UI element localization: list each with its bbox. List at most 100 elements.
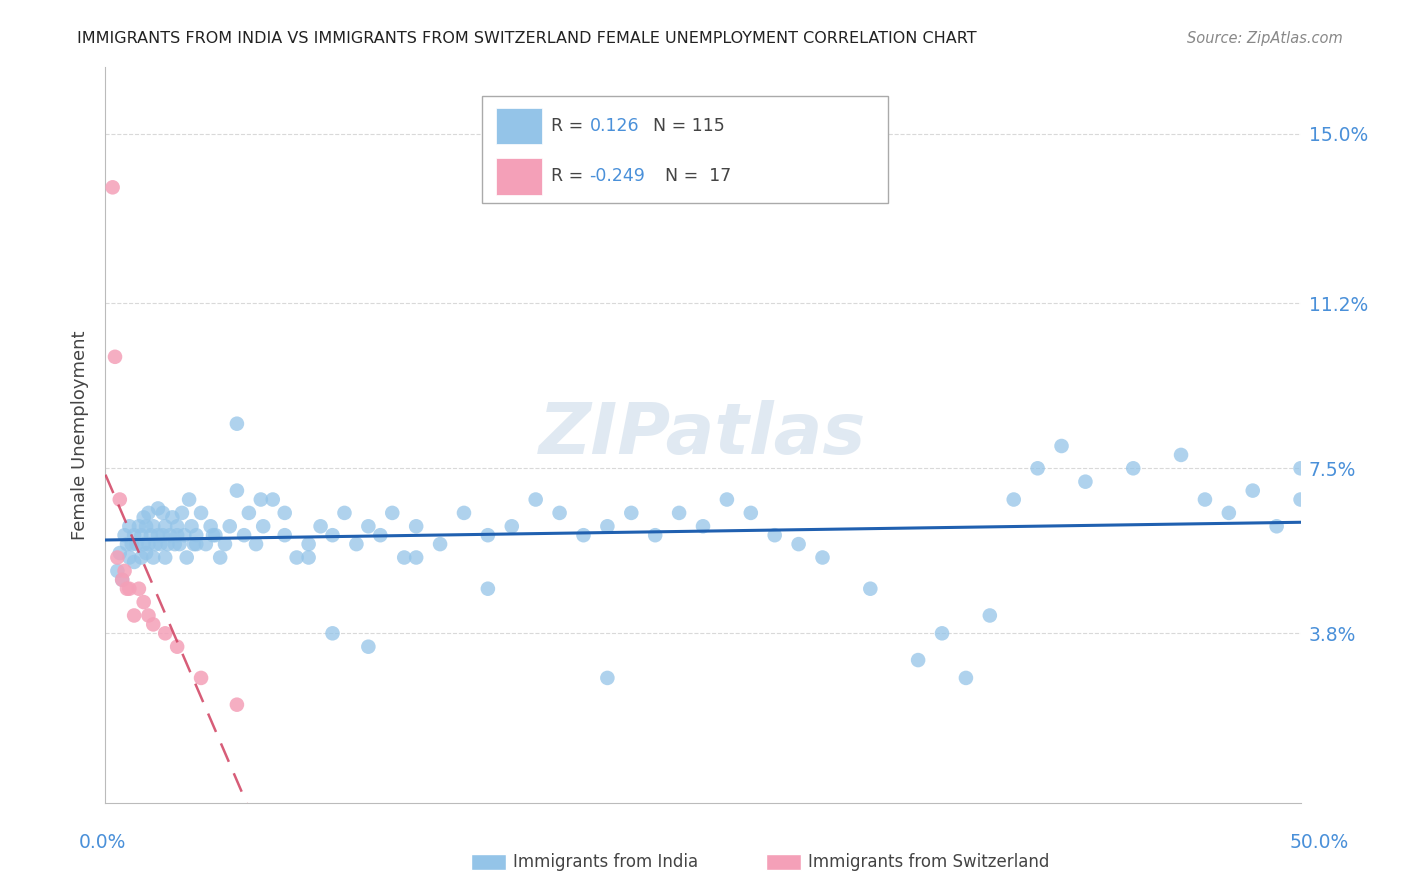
Bar [482,96,889,203]
Point [166,640,188,654]
Point [146,528,169,542]
Point [233,528,256,542]
Point [381,506,404,520]
Point [190,671,212,685]
Point [262,492,284,507]
Point [405,550,427,565]
Point [501,519,523,533]
Point [204,528,226,542]
Point [787,537,810,551]
Text: R =: R = [551,117,589,135]
Point [138,506,160,520]
Point [979,608,1001,623]
Text: 0.0%: 0.0% [79,833,127,853]
Point [153,550,177,565]
Point [477,582,499,596]
Point [111,573,134,587]
Point [1026,461,1049,475]
Point [135,546,157,560]
Point [166,519,188,533]
Point [321,528,344,542]
Point [668,506,690,520]
Point [811,550,834,565]
Point [129,528,153,542]
Point [135,519,157,533]
Point [107,564,129,578]
Point [138,608,160,623]
Point [405,519,427,533]
Point [214,537,236,551]
Point [177,492,201,507]
Point [190,506,212,520]
Point [429,537,451,551]
Point [115,582,138,596]
Point [346,537,368,551]
Point [1074,475,1097,489]
Point [166,528,188,542]
Text: Immigrants from India: Immigrants from India [513,853,699,871]
Point [238,506,260,520]
Point [173,528,195,542]
Point [955,671,977,685]
Point [108,492,131,507]
Point [245,537,267,551]
Text: IMMIGRANTS FROM INDIA VS IMMIGRANTS FROM SWITZERLAND FEMALE UNEMPLOYMENT CORRELA: IMMIGRANTS FROM INDIA VS IMMIGRANTS FROM… [77,31,977,46]
Point [162,510,184,524]
Point [321,626,344,640]
Text: 0.126: 0.126 [589,117,640,135]
Point [1289,461,1312,475]
Point [146,501,169,516]
Point [524,492,547,507]
Bar [496,158,541,194]
Point [132,595,155,609]
Point [453,506,475,520]
Point [644,528,666,542]
Point [1002,492,1025,507]
Text: N = 115: N = 115 [652,117,724,135]
Point [225,417,249,431]
Y-axis label: Female Unemployment: Female Unemployment [72,330,90,540]
Point [250,492,273,507]
Point [1122,461,1144,475]
Point [252,519,274,533]
Point [596,519,619,533]
Point [692,519,714,533]
Point [101,180,124,194]
Point [159,528,181,542]
Point [200,519,222,533]
Point [202,528,225,542]
Point [108,546,131,560]
Text: 50.0%: 50.0% [1289,833,1348,853]
Point [273,528,295,542]
Point [153,626,177,640]
Point [114,564,136,578]
Point [620,506,643,520]
Point [118,582,141,596]
Point [132,537,155,551]
Point [153,519,177,533]
Point [194,537,217,551]
Point [859,582,882,596]
Point [122,608,145,623]
Point [128,582,150,596]
Point [1050,439,1073,453]
Point [170,506,193,520]
Point [152,506,174,520]
Text: Immigrants from Switzerland: Immigrants from Switzerland [808,853,1050,871]
Point [156,537,179,551]
Point [273,506,295,520]
Point [138,537,160,551]
Point [1218,506,1240,520]
Point [357,519,380,533]
Point [114,528,136,542]
Point [104,350,127,364]
Point [125,537,148,551]
Point [1170,448,1192,462]
Point [142,550,165,565]
Point [1194,492,1216,507]
Point [139,528,162,542]
Point [572,528,595,542]
Text: N =  17: N = 17 [665,167,731,186]
Point [186,537,208,551]
Point [740,506,762,520]
